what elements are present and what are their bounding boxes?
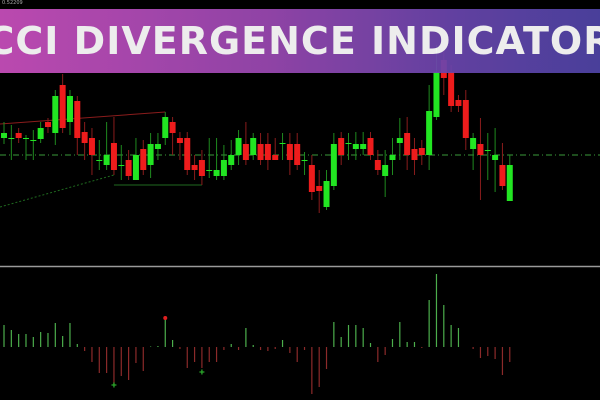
bearish-candle — [499, 165, 506, 186]
bearish-candle — [184, 138, 191, 170]
bearish-candle — [140, 149, 147, 170]
bullish-candle — [1, 133, 7, 138]
bullish-candle — [396, 138, 403, 143]
bullish-candle — [352, 144, 359, 149]
bearish-candle — [477, 144, 484, 155]
divergence-trend-line — [0, 111, 166, 125]
bullish-candle — [8, 138, 15, 139]
bullish-candle — [52, 96, 59, 133]
bearish-candle — [294, 144, 301, 165]
bearish-candle — [338, 138, 345, 155]
bearish-candle — [191, 165, 198, 170]
bullish-candle — [37, 128, 44, 139]
bearish-candle — [264, 144, 271, 160]
bearish-candle — [286, 144, 293, 160]
bullish-divergence-cross — [199, 369, 205, 375]
bearish-candle — [242, 144, 249, 160]
bearish-candle — [176, 138, 183, 143]
bearish-candle — [404, 133, 411, 155]
title-banner: CCI DIVERGENCE INDICATOR — [0, 9, 600, 73]
bullish-candle — [492, 155, 499, 160]
bullish-candle — [250, 138, 257, 155]
bullish-candle — [382, 165, 389, 176]
bearish-candle — [411, 149, 418, 160]
bearish-candle — [272, 155, 279, 160]
bullish-candle — [96, 160, 103, 161]
bullish-candle — [162, 117, 169, 138]
bearish-candle — [198, 160, 205, 176]
bearish-candle — [59, 85, 66, 128]
bullish-candle — [484, 150, 491, 151]
bullish-divergence-cross — [111, 382, 117, 388]
bullish-candle — [470, 138, 477, 149]
bearish-candle — [74, 101, 81, 138]
bearish-candle — [455, 100, 462, 106]
bearish-candle — [257, 144, 264, 160]
bullish-candle — [235, 138, 242, 155]
banner-title: CCI DIVERGENCE INDICATOR — [0, 19, 600, 63]
bullish-candle — [147, 144, 154, 165]
bearish-divergence-dot — [163, 316, 168, 320]
bearish-candle — [308, 165, 315, 192]
bullish-candle — [228, 155, 235, 165]
bullish-candle — [220, 160, 227, 176]
bearish-candle — [418, 148, 425, 155]
bearish-candle — [44, 122, 51, 127]
bullish-candle — [345, 143, 352, 144]
bearish-candle — [110, 143, 117, 170]
price-scale-label: 0.52209 — [2, 0, 23, 6]
divergence-trend-line — [0, 174, 115, 208]
bullish-candle — [426, 111, 433, 155]
bearish-candle — [81, 132, 88, 143]
bullish-candle — [330, 144, 337, 186]
bearish-candle — [367, 138, 374, 155]
bullish-candle — [118, 165, 125, 166]
bullish-candle — [389, 155, 396, 160]
bearish-candle — [374, 160, 381, 170]
bearish-candle — [169, 122, 176, 133]
bullish-candle — [103, 155, 110, 165]
bullish-candle — [30, 140, 37, 141]
bullish-candle — [323, 181, 330, 207]
bearish-candle — [125, 160, 132, 176]
bearish-candle — [462, 100, 469, 138]
bullish-candle — [213, 170, 220, 176]
bullish-candle — [22, 138, 29, 139]
bullish-candle — [433, 72, 440, 117]
bullish-candle — [506, 165, 513, 201]
bearish-candle — [316, 186, 323, 191]
bearish-candle — [88, 138, 95, 155]
bullish-candle — [360, 144, 367, 149]
bullish-candle — [132, 155, 139, 180]
bullish-candle — [154, 144, 161, 149]
bullish-candle — [279, 143, 286, 144]
bullish-candle — [301, 160, 308, 161]
bearish-candle — [15, 133, 22, 138]
bullish-candle — [66, 96, 73, 122]
bullish-candle — [206, 170, 213, 171]
bearish-candle — [448, 72, 455, 106]
